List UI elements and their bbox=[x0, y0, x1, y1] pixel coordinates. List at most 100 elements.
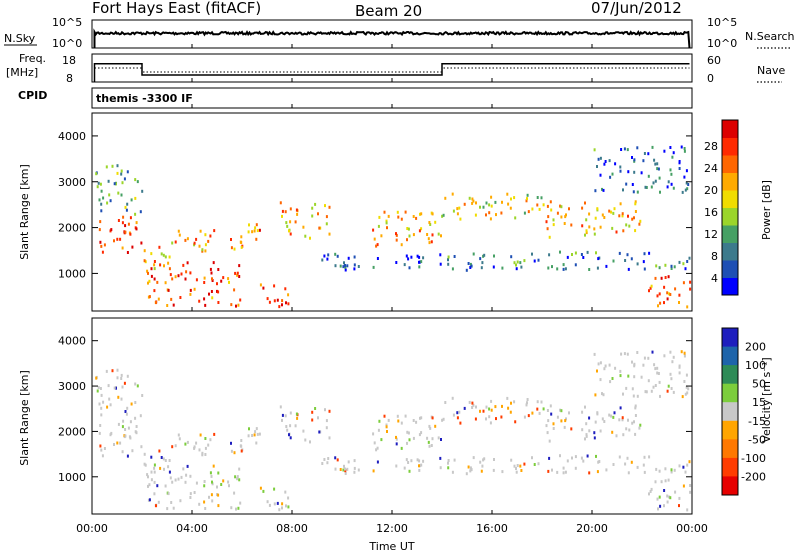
velocity-echo-cell bbox=[612, 463, 615, 466]
velocity-echo-cell bbox=[429, 426, 432, 430]
power-echo-cell bbox=[560, 205, 563, 209]
power-echo-cell bbox=[113, 182, 116, 186]
velocity-echo-cell bbox=[598, 460, 601, 463]
velocity-echo-cell bbox=[134, 416, 137, 420]
velocity-echo-cell bbox=[649, 490, 652, 493]
power-echo-cell bbox=[556, 267, 559, 271]
velocity-echo-cell bbox=[295, 412, 298, 416]
power-echo-cell bbox=[126, 170, 129, 174]
power-echo-cell bbox=[153, 267, 156, 271]
power-y-tick-label: 3000 bbox=[58, 176, 86, 189]
power-echo-cell bbox=[452, 209, 455, 213]
velocity-echo-cell bbox=[217, 471, 220, 475]
power-echo-cell bbox=[207, 239, 210, 243]
power-echo-cell bbox=[431, 233, 434, 237]
power-echo-cell bbox=[210, 290, 213, 293]
power-echo-cell bbox=[418, 229, 421, 233]
velocity-echo-cell bbox=[620, 352, 623, 356]
velocity-echo-cell bbox=[160, 456, 163, 459]
power-echo-cell bbox=[258, 228, 261, 232]
velocity-echo-cell bbox=[447, 459, 450, 462]
power-echo-cell bbox=[656, 167, 659, 171]
power-echo-cell bbox=[186, 261, 189, 265]
velocity-echo-cell bbox=[525, 403, 528, 407]
power-echo-cell bbox=[564, 267, 567, 271]
power-echo-cell bbox=[608, 159, 611, 163]
power-echo-cell bbox=[664, 276, 667, 279]
velocity-echo-cell bbox=[302, 429, 305, 433]
velocity-echo-cell bbox=[164, 484, 167, 488]
velocity-echo-cell bbox=[431, 437, 434, 441]
power-echo-cell bbox=[395, 233, 398, 237]
velocity-echo-cell bbox=[209, 438, 212, 442]
power-echo-cell bbox=[657, 304, 659, 308]
velocity-echo-cell bbox=[621, 416, 624, 420]
power-echo-cell bbox=[560, 215, 563, 219]
velocity-echo-cell bbox=[636, 394, 639, 398]
velocity-echo-cell bbox=[164, 459, 167, 462]
velocity-echo-cell bbox=[129, 436, 132, 440]
nsearch-label: N.Search bbox=[745, 30, 795, 43]
power-echo-cell bbox=[122, 215, 125, 219]
velocity-echo-cell bbox=[588, 429, 591, 433]
velocity-echo-cell bbox=[601, 417, 604, 421]
power-colorbar-tick: 24 bbox=[704, 162, 718, 175]
power-echo-cell bbox=[626, 253, 629, 257]
velocity-echo-cell bbox=[412, 436, 415, 440]
power-echo-cell bbox=[123, 177, 126, 181]
velocity-echo-cell bbox=[608, 413, 611, 417]
power-echo-cell bbox=[204, 233, 207, 237]
velocity-echo-cell bbox=[344, 469, 347, 473]
velocity-echo-cell bbox=[588, 471, 591, 475]
power-echo-cell bbox=[167, 261, 170, 265]
power-echo-cell bbox=[439, 253, 442, 257]
velocity-echo-cell bbox=[658, 380, 661, 384]
power-echo-cell bbox=[451, 267, 454, 271]
nsky-tick-low: 10^0 bbox=[52, 37, 82, 50]
velocity-echo-cell bbox=[420, 463, 423, 467]
velocity-echo-cell bbox=[120, 377, 123, 380]
velocity-echo-cell bbox=[648, 492, 650, 496]
velocity-echo-cell bbox=[98, 431, 101, 435]
velocity-echo-cell bbox=[627, 471, 630, 475]
power-echo-cell bbox=[520, 265, 523, 269]
power-echo-cell bbox=[420, 227, 423, 231]
power-echo-cell bbox=[346, 264, 349, 268]
power-echo-cell bbox=[124, 205, 127, 209]
power-echo-cell bbox=[169, 273, 172, 277]
power-echo-cell bbox=[624, 259, 627, 262]
power-echo-cell bbox=[540, 196, 543, 200]
power-echo-cell bbox=[536, 203, 539, 207]
power-echo-cell bbox=[281, 299, 284, 303]
power-echo-cell bbox=[177, 229, 180, 233]
velocity-echo-cell bbox=[670, 468, 673, 472]
velocity-echo-cell bbox=[596, 470, 599, 474]
power-echo-cell bbox=[237, 303, 240, 307]
velocity-echo-cell bbox=[685, 373, 688, 377]
velocity-echo-cell bbox=[216, 485, 218, 489]
power-echo-cell bbox=[262, 286, 265, 290]
velocity-echo-cell bbox=[481, 464, 484, 468]
velocity-echo-cell bbox=[278, 508, 281, 512]
velocity-echo-cell bbox=[117, 422, 120, 426]
power-echo-cell bbox=[634, 210, 637, 213]
velocity-echo-cell bbox=[657, 507, 659, 511]
power-echo-cell bbox=[273, 284, 276, 288]
velocity-echo-cell bbox=[626, 352, 629, 356]
velocity-echo-cell bbox=[324, 408, 326, 412]
power-echo-cell bbox=[113, 239, 115, 243]
power-echo-cell bbox=[204, 303, 207, 307]
velocity-echo-cell bbox=[468, 400, 471, 404]
power-echo-cell bbox=[387, 214, 390, 218]
power-echo-cell bbox=[645, 186, 648, 189]
power-echo-cell bbox=[189, 271, 192, 275]
power-echo-cell bbox=[344, 265, 347, 269]
velocity-echo-cell bbox=[125, 412, 128, 416]
power-echo-cell bbox=[211, 279, 214, 282]
power-echo-cell bbox=[203, 297, 206, 301]
power-echo-cell bbox=[216, 289, 218, 293]
power-echo-cell bbox=[285, 301, 287, 305]
power-echo-cell bbox=[427, 237, 430, 241]
velocity-echo-cell bbox=[651, 350, 654, 354]
velocity-echo-cell bbox=[627, 374, 630, 378]
